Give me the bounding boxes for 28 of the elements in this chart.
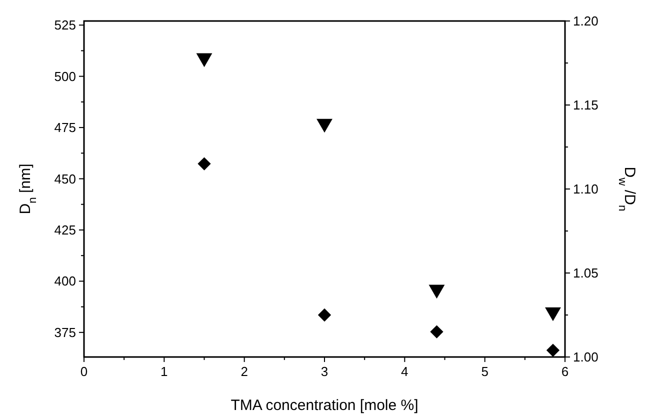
x-tick-label: 0 — [80, 364, 88, 379]
x-axis-title: TMA concentration [mole %] — [230, 397, 418, 414]
point — [318, 308, 332, 322]
y-tick-label: 450 — [54, 171, 76, 186]
point — [316, 118, 332, 133]
y-tick-label: 525 — [54, 18, 76, 33]
point — [545, 307, 561, 322]
point — [198, 157, 211, 170]
x-tick-label: 5 — [481, 364, 488, 379]
point — [428, 284, 445, 299]
y-tick-label: 425 — [54, 222, 76, 238]
y-tick-label: 375 — [54, 324, 76, 340]
y2-tick-label: 1.05 — [573, 266, 598, 281]
point — [430, 325, 444, 338]
x-tick-label: 4 — [401, 364, 408, 379]
x-tick-label: 2 — [240, 364, 248, 379]
y-tick-label: 400 — [54, 274, 76, 289]
y-tick-label: 475 — [54, 120, 76, 136]
y2-tick-label: 1.15 — [573, 98, 598, 113]
y2-tick-label: 1.00 — [573, 350, 598, 365]
point — [196, 53, 212, 68]
x-tick-label: 6 — [561, 364, 569, 379]
y2-tick-label: 1.10 — [573, 182, 598, 197]
x-tick-label: 3 — [320, 364, 328, 379]
x-tick-label: 1 — [160, 364, 168, 379]
point — [546, 344, 560, 357]
y2-tick-label: 1.20 — [573, 14, 598, 29]
y-tick-label: 500 — [54, 68, 76, 84]
